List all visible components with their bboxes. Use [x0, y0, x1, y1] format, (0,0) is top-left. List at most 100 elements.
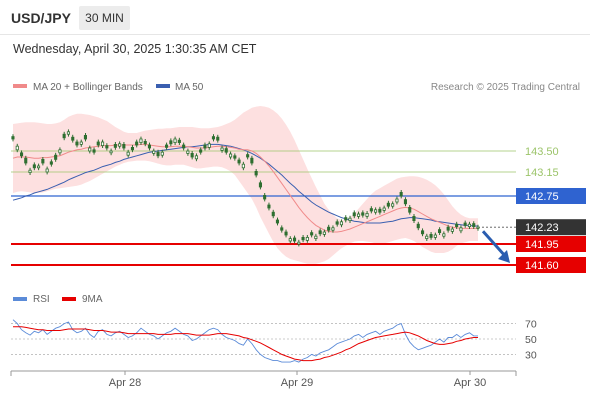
candle — [118, 141, 122, 149]
candle — [92, 147, 96, 155]
candle — [327, 224, 331, 233]
pivot-level-label: 142.75 — [525, 191, 559, 203]
candle — [403, 197, 407, 207]
support-level-label: 141.60 — [525, 260, 559, 272]
candle — [24, 155, 28, 166]
candle — [356, 211, 361, 219]
candle — [15, 143, 19, 153]
bollinger-band — [13, 106, 478, 264]
rsi-line — [12, 319, 478, 363]
candle — [126, 149, 130, 158]
candle — [437, 227, 442, 235]
forecast-arrow-head — [498, 250, 510, 263]
ma50-legend-label: MA 50 — [175, 82, 204, 93]
candle — [88, 145, 92, 154]
candle — [348, 215, 352, 223]
candle — [292, 235, 297, 244]
candle — [263, 193, 267, 202]
candle — [241, 161, 245, 171]
candle — [288, 236, 292, 244]
rsi-legend-swatch — [13, 297, 27, 301]
candle — [344, 215, 348, 223]
x-tick-label: Apr 29 — [281, 377, 313, 389]
timeframe-badge[interactable]: 30 MIN — [79, 6, 130, 30]
candle — [79, 139, 83, 147]
credit-label: Research © 2025 Trading Central — [431, 82, 580, 93]
pivot-level-tag — [516, 188, 586, 204]
candle — [331, 225, 335, 233]
candle — [446, 224, 450, 233]
candle — [339, 219, 343, 228]
candle — [156, 149, 160, 159]
candle — [122, 142, 126, 151]
support-level-tag — [516, 257, 586, 273]
candle — [19, 150, 24, 159]
candle — [301, 235, 305, 243]
candle — [429, 232, 433, 240]
candle — [284, 229, 288, 238]
candle — [378, 206, 382, 215]
header-divider — [0, 34, 590, 35]
candle — [203, 142, 207, 151]
candle — [101, 139, 105, 148]
candle — [267, 202, 271, 211]
candle — [254, 169, 258, 178]
forecast-arrow-shaft — [481, 230, 508, 258]
candle — [62, 131, 66, 141]
candle — [455, 221, 459, 229]
candle — [11, 134, 15, 142]
ma20-legend-label: MA 20 + Bollinger Bands — [33, 82, 143, 93]
candle — [246, 152, 250, 160]
candle — [275, 217, 279, 226]
bollinger-band-fill — [13, 106, 478, 264]
support-level-tag — [516, 236, 586, 252]
candle — [96, 139, 100, 148]
level-tags: 143.50 143.15 142.75 142.23 141.95 141.60 — [516, 146, 586, 273]
candle — [297, 239, 301, 247]
header: USD/JPY 30 MIN — [0, 6, 590, 32]
candle — [169, 138, 173, 147]
candle — [177, 137, 181, 145]
resistance-level-label: 143.50 — [525, 146, 559, 158]
candle — [224, 146, 228, 155]
rsi-legend-label: RSI — [33, 294, 50, 305]
candle — [322, 229, 326, 237]
candle — [220, 145, 224, 153]
candle — [467, 221, 471, 229]
candle — [190, 151, 194, 160]
candle — [75, 139, 79, 148]
ma50-legend-swatch — [156, 84, 170, 88]
candle — [28, 167, 32, 175]
candle — [194, 153, 199, 162]
candle — [258, 180, 262, 190]
candle — [211, 134, 216, 142]
candles — [11, 129, 480, 247]
candle — [399, 190, 403, 199]
candle — [54, 152, 58, 162]
datetime-label: Wednesday, April 30, 2025 1:30:35 AM CET — [13, 42, 257, 56]
candle — [32, 162, 36, 171]
candle — [216, 134, 220, 143]
candle — [152, 148, 156, 156]
candle — [373, 207, 378, 215]
symbol-label: USD/JPY — [11, 10, 71, 26]
candle — [139, 136, 143, 145]
candle — [318, 228, 322, 237]
resistance-level-label: 143.15 — [525, 167, 559, 179]
candle — [433, 232, 437, 240]
candle — [41, 157, 45, 166]
x-tick-label: Apr 30 — [454, 377, 486, 389]
rsi-panel: 70 50 30 — [11, 319, 537, 363]
candle — [173, 136, 177, 145]
candle — [49, 159, 53, 167]
candle — [109, 148, 113, 156]
candle — [412, 214, 416, 223]
candle — [352, 210, 356, 219]
candle — [280, 225, 284, 233]
candle — [335, 219, 339, 227]
rsi-tick-label: 30 — [525, 349, 537, 361]
moving-averages — [12, 143, 478, 233]
candle — [237, 157, 241, 166]
